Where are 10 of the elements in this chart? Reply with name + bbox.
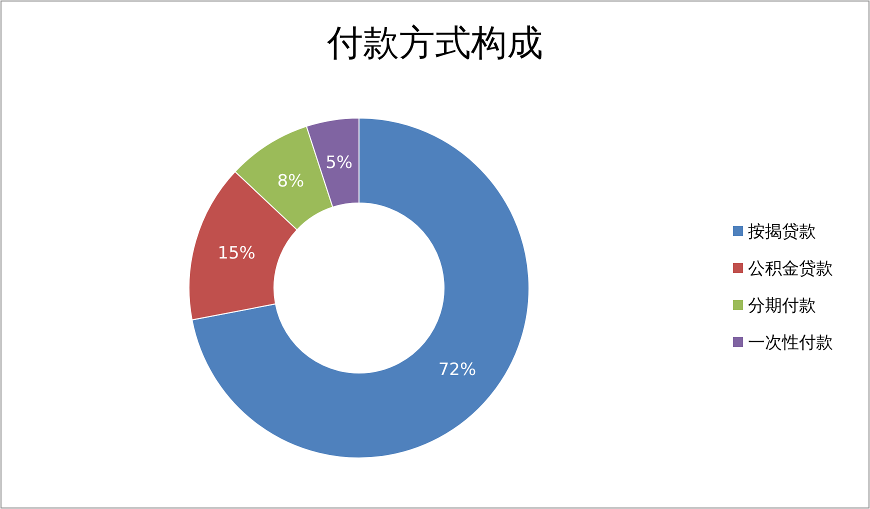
legend-label: 公积金贷款: [748, 258, 833, 279]
data-label: 8%: [277, 171, 304, 192]
data-label: 5%: [326, 153, 353, 174]
data-label: 72%: [438, 360, 476, 380]
donut-slice: [192, 118, 530, 458]
legend-label: 按揭贷款: [748, 222, 816, 242]
chart-title: 付款方式构成: [326, 23, 543, 64]
legend-label: 一次性付款: [748, 332, 833, 353]
legend-label: 分期付款: [748, 296, 816, 316]
data-label: 15%: [218, 243, 256, 264]
